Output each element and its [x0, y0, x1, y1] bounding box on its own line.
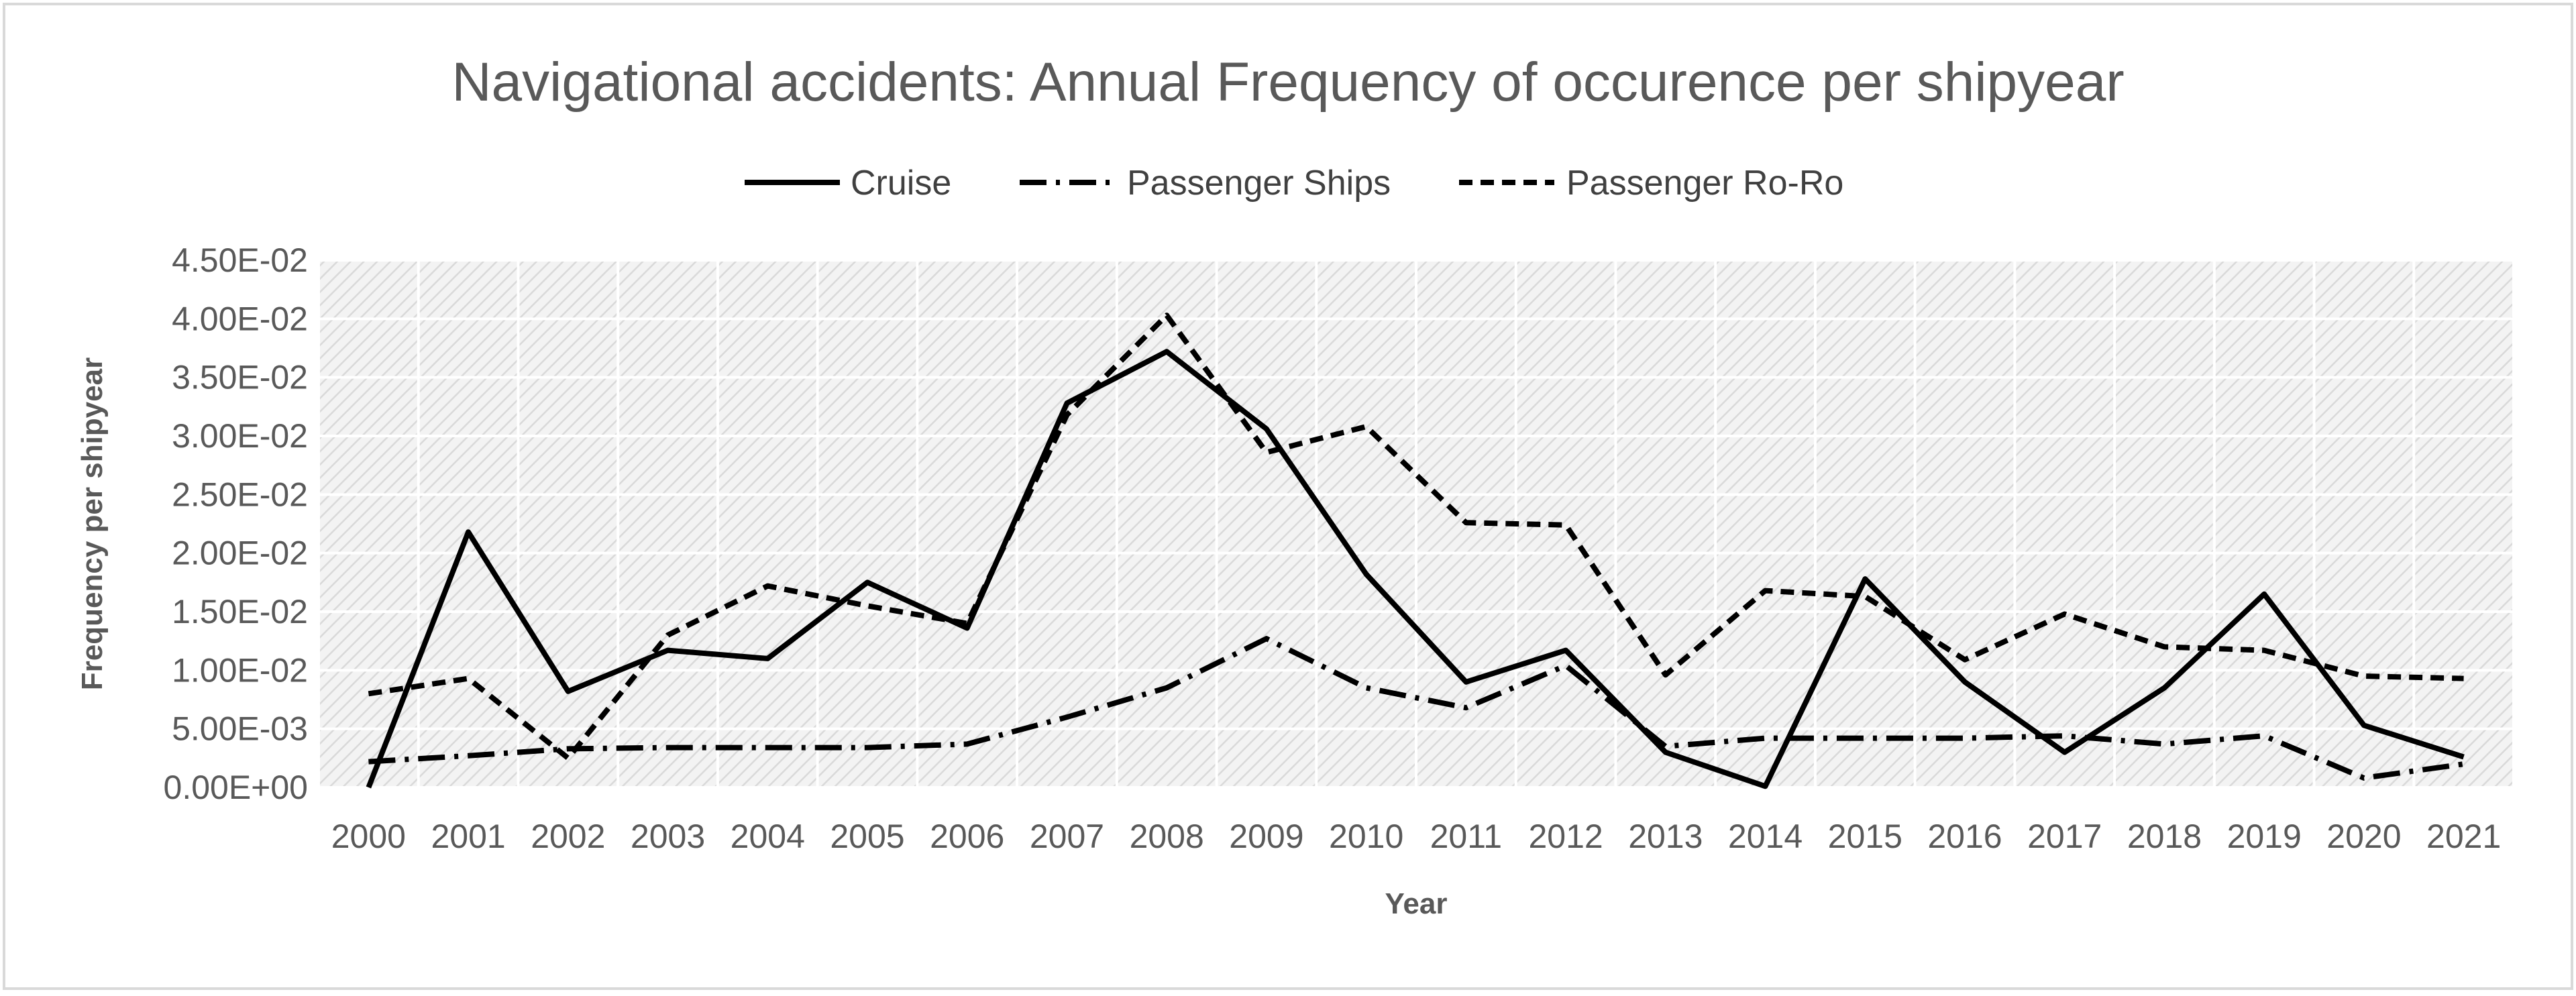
x-tick-label: 2016: [1927, 818, 2002, 855]
x-tick-label: 2010: [1329, 818, 1403, 855]
y-tick-label: 0.00E+00: [164, 769, 308, 806]
y-tick-label: 2.50E-02: [172, 476, 308, 513]
x-tick-label: 2001: [431, 818, 505, 855]
legend-item-passenger-roro: Passenger Ro-Ro: [1459, 164, 1843, 203]
y-tick-label: 1.50E-02: [172, 593, 308, 630]
x-tick-label: 2003: [631, 818, 705, 855]
y-axis-title: Frequency per shipyear: [76, 357, 109, 690]
x-tick-label: 2006: [930, 818, 1004, 855]
x-tick-label: 2011: [1430, 818, 1503, 855]
legend-label-cruise: Cruise: [851, 164, 951, 203]
series-line-passenger-ships: [368, 636, 2465, 781]
x-tick-label: 2021: [2426, 818, 2501, 855]
y-tick-label: 4.00E-02: [172, 300, 308, 337]
x-axis-ticks: 2000 2001 2002 2003 2004 2005 2006 2007 2008 2009…: [331, 818, 2502, 855]
x-tick-label: 2000: [331, 818, 406, 855]
x-tick-label: 2019: [2227, 818, 2302, 855]
y-tick-label: 4.50E-02: [172, 241, 308, 279]
x-tick-label: 2004: [731, 818, 805, 855]
x-axis-title: Year: [1385, 887, 1448, 920]
x-tick-label: 2008: [1130, 818, 1204, 855]
legend-item-cruise: Cruise: [745, 164, 951, 203]
grid: [317, 259, 2515, 789]
y-tick-label: 5.00E-03: [172, 710, 308, 748]
x-tick-label: 2005: [830, 818, 904, 855]
y-axis-ticks: 0.00E+00 5.00E-03 1.00E-02 1.50E-02 2.00E-02…: [164, 241, 308, 806]
x-tick-label: 2017: [2027, 818, 2102, 855]
x-tick-label: 2007: [1030, 818, 1104, 855]
chart-title: Navigational accidents: Annual Frequency…: [451, 52, 2124, 113]
x-tick-label: 2009: [1229, 818, 1303, 855]
x-tick-label: 2020: [2326, 818, 2401, 855]
legend-item-passenger-ships: Passenger Ships: [1020, 164, 1391, 203]
x-tick-label: 2018: [2127, 818, 2202, 855]
y-tick-label: 3.00E-02: [172, 417, 308, 455]
legend: Cruise Passenger Ships Passenger Ro-Ro: [745, 164, 1843, 203]
legend-label-passenger-roro: Passenger Ro-Ro: [1566, 164, 1843, 203]
x-tick-label: 2014: [1728, 818, 1803, 855]
series-line-passenger-ro-ro: [368, 313, 2464, 761]
x-tick-label: 2012: [1528, 818, 1603, 855]
x-tick-label: 2013: [1628, 818, 1703, 855]
x-tick-label: 2015: [1828, 818, 1902, 855]
legend-label-passenger-ships: Passenger Ships: [1127, 164, 1391, 203]
series-line-cruise: [366, 349, 2465, 789]
x-tick-label: 2002: [531, 818, 605, 855]
series-lines: [366, 313, 2465, 789]
y-tick-label: 2.00E-02: [172, 535, 308, 572]
y-tick-label: 3.50E-02: [172, 359, 308, 396]
y-tick-label: 1.00E-02: [172, 651, 308, 689]
